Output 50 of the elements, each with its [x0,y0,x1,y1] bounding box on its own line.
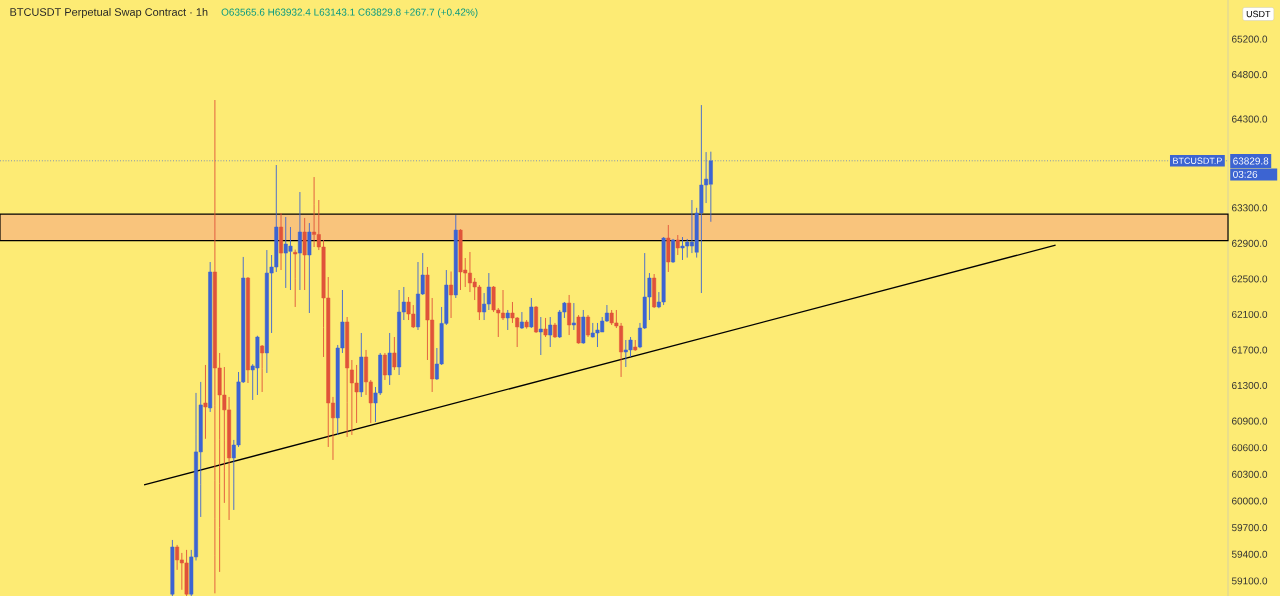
candlestick [486,272,491,311]
text: USDT [1246,10,1271,18]
candlestick [279,212,283,271]
candlestick [449,271,454,319]
candlestick [354,364,359,424]
y-tick-label: 61300.0 [1232,381,1268,390]
y-tick-label: 59700.0 [1231,524,1268,532]
candlestick [387,332,392,386]
candlestick [505,309,510,331]
candlestick [312,176,317,248]
y-tick-label: 63300.0 [1232,204,1268,212]
candlestick [297,191,302,291]
y-tick-label: 65200.0 [1232,35,1268,43]
candlestick [666,224,671,273]
candlestick [345,316,350,438]
candlestick [571,302,576,331]
y-tick-label: 60600.0 [1232,444,1268,452]
y-tick-label: 60000.0 [1232,497,1268,505]
candlestick [397,289,402,376]
y-tick-label: 64300.0 [1232,115,1268,123]
y-tick-label: 60300.0 [1232,470,1268,478]
candlestick [586,314,590,338]
y-tick-label: 62900.0 [1232,239,1268,247]
candlestick [382,352,387,381]
y-tick-label: 60900.0 [1232,417,1268,425]
text: BTCUSDT Perpetual Swap Contract · 1h [10,7,208,19]
candlestick [567,294,572,336]
candlestick [519,311,524,330]
candlestick [543,317,548,338]
candlestick [392,336,397,371]
candlestick [203,364,208,440]
y-tick-label: 62100.0 [1232,310,1268,318]
text: O63565.6 H63932.4 L63143.1 C63829.8 +267.7 (+0.42%) [221,8,478,18]
candlestick [529,297,534,329]
candlestick [175,544,180,571]
text: 03:26 [1233,170,1258,178]
ref-line-label: 63829.8 [1233,157,1269,165]
y-tick-label: 62500.0 [1232,275,1268,283]
y-tick-label: 59400.0 [1231,550,1268,558]
y-tick-label: 61700.0 [1232,346,1268,354]
candlestick [538,316,543,356]
candlestick [302,217,307,291]
candlestick [307,222,312,314]
y-tick-label: 59100.0 [1231,577,1268,585]
candlestick [293,249,298,308]
annotation: BTCUSDT.P [1173,157,1222,164]
candlestick [675,234,680,256]
candlestick [359,332,364,398]
y-tick-label: 64800.0 [1232,71,1268,79]
candlestick [548,316,553,348]
